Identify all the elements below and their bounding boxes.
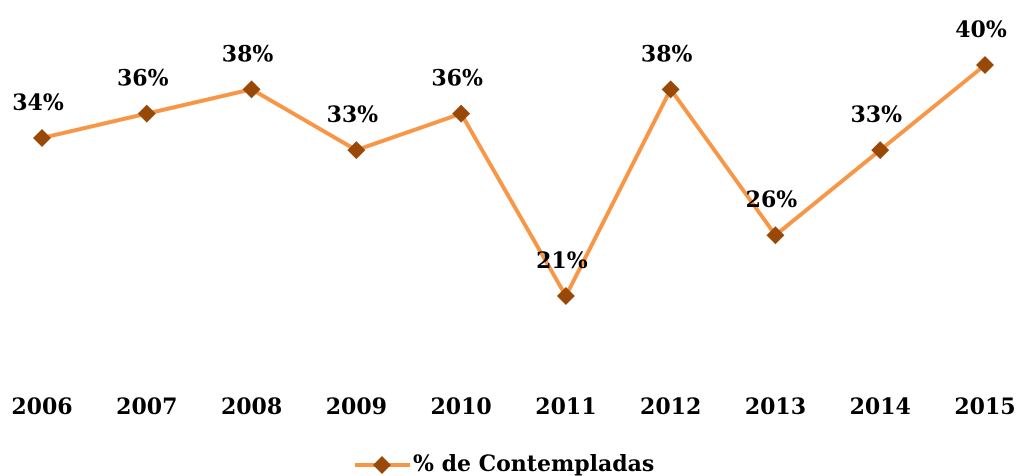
x-tick-label: 2006 bbox=[11, 394, 72, 420]
legend-label: % de Contempladas bbox=[413, 451, 654, 476]
marker bbox=[33, 128, 51, 147]
marker bbox=[871, 141, 890, 160]
marker bbox=[661, 80, 680, 99]
legend-marker bbox=[373, 456, 391, 474]
data-label: 38% bbox=[641, 41, 693, 67]
marker bbox=[766, 226, 785, 245]
data-label: 38% bbox=[222, 41, 274, 67]
x-tick-label: 2015 bbox=[954, 394, 1015, 420]
marker bbox=[976, 56, 994, 74]
x-tick-label: 2013 bbox=[745, 394, 806, 420]
data-label: 36% bbox=[117, 66, 169, 92]
x-tick-label: 2008 bbox=[221, 394, 282, 420]
data-label: 33% bbox=[850, 102, 902, 128]
marker bbox=[452, 104, 471, 123]
marker bbox=[242, 80, 261, 99]
data-label: 40% bbox=[955, 17, 1007, 43]
data-label: 26% bbox=[746, 187, 798, 213]
x-tick-label: 2012 bbox=[640, 394, 701, 420]
x-tick-label: 2014 bbox=[850, 394, 911, 420]
x-tick-label: 2011 bbox=[535, 394, 596, 420]
data-label: 33% bbox=[327, 102, 379, 128]
x-tick-label: 2009 bbox=[326, 394, 387, 420]
marker bbox=[556, 287, 575, 305]
data-label: 21% bbox=[536, 248, 588, 274]
data-label: 34% bbox=[12, 90, 64, 116]
x-tick-label: 2010 bbox=[430, 394, 491, 420]
data-label: 36% bbox=[431, 66, 483, 92]
x-tick-label: 2007 bbox=[116, 394, 177, 420]
series-line bbox=[41, 63, 987, 298]
marker bbox=[137, 104, 156, 123]
marker bbox=[347, 141, 366, 160]
